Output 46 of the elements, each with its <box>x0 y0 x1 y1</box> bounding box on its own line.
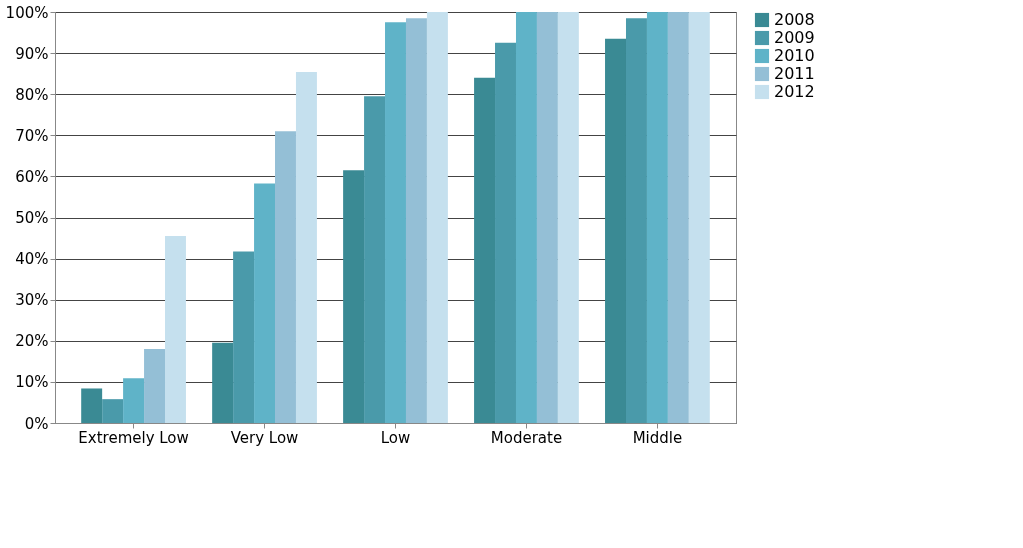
bar <box>275 131 296 423</box>
y-tick-label: 20% <box>15 332 49 351</box>
y-tick-label: 80% <box>15 85 49 104</box>
legend-label: 2008 <box>774 10 815 29</box>
y-tick-label: 100% <box>5 3 49 22</box>
bar <box>233 251 255 423</box>
legend-label: 2012 <box>774 82 815 101</box>
y-tick-label: 90% <box>15 44 49 63</box>
bar <box>625 18 647 423</box>
bar <box>212 342 234 423</box>
x-tick-label: Very Low <box>230 428 299 447</box>
y-tick-label: 40% <box>15 250 49 269</box>
bar <box>123 378 145 423</box>
bar <box>102 399 124 423</box>
bar <box>474 77 496 423</box>
x-tick-label: Middle <box>632 428 683 447</box>
y-tick-label: 30% <box>15 291 49 310</box>
bar <box>144 349 166 423</box>
x-tick-label: Low <box>380 428 411 447</box>
x-tick-label: Extremely Low <box>78 428 189 447</box>
bar <box>405 18 427 423</box>
bar <box>254 183 276 423</box>
bar <box>426 12 448 423</box>
bar <box>81 388 103 423</box>
x-tick-label: Moderate <box>490 428 563 447</box>
legend-label: 2011 <box>774 64 815 83</box>
bar <box>536 12 558 423</box>
bar <box>646 12 668 423</box>
bar <box>515 12 537 423</box>
bar <box>165 235 186 423</box>
y-tick-label: 50% <box>15 209 49 227</box>
bar <box>605 38 626 423</box>
y-tick-label: 70% <box>15 126 49 145</box>
y-tick-label: 10% <box>15 373 49 392</box>
bar <box>667 12 689 423</box>
bar <box>495 42 516 423</box>
legend-label: 2009 <box>774 28 815 47</box>
legend-label: 2010 <box>774 46 815 65</box>
bar <box>385 22 406 423</box>
bar <box>557 12 579 423</box>
bar <box>343 170 365 423</box>
bar <box>688 12 710 423</box>
y-tick-label: 60% <box>15 167 49 186</box>
bar <box>295 72 317 423</box>
y-tick-label: 0% <box>24 414 49 433</box>
bar <box>364 96 386 423</box>
